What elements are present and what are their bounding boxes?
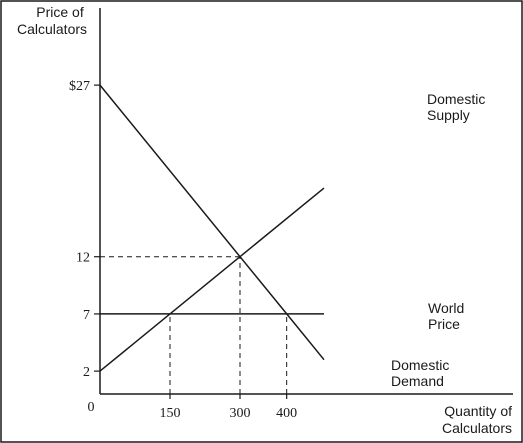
- y-tick-label-1: 12: [76, 251, 90, 266]
- supply-label-line-1: Domestic: [427, 91, 485, 107]
- demand-label-line-1: Domestic: [391, 357, 449, 373]
- axes: [99, 8, 513, 395]
- tick-labels: $27 12 7 2 150 300 400: [69, 79, 297, 421]
- demand-curve: [99, 84, 325, 361]
- y-tick-label-2: 7: [83, 308, 90, 323]
- series-group: [99, 84, 325, 372]
- y-axis-title-line-2: Calculators: [17, 21, 87, 37]
- supply-label-line-2: Supply: [427, 107, 470, 123]
- origin-label: 0: [88, 400, 95, 415]
- x-tick-label-2: 400: [276, 406, 297, 421]
- y-tick-label-3: 2: [83, 365, 90, 380]
- supply-curve: [99, 187, 325, 372]
- y-axis-title-line-1: Price of: [36, 4, 84, 20]
- x-tick-label-1: 300: [230, 406, 251, 421]
- y-tick-label-0: $27: [69, 79, 90, 94]
- x-axis-title-line-2: Calculators: [442, 420, 512, 436]
- world-price-label-line-2: Price: [428, 316, 460, 332]
- demand-label-line-2: Demand: [391, 373, 444, 389]
- x-tick-label-0: 150: [160, 406, 181, 421]
- x-axis-title-line-1: Quantity of: [444, 403, 512, 419]
- guide-lines: [100, 256, 288, 394]
- world-price-label-line-1: World: [428, 300, 464, 316]
